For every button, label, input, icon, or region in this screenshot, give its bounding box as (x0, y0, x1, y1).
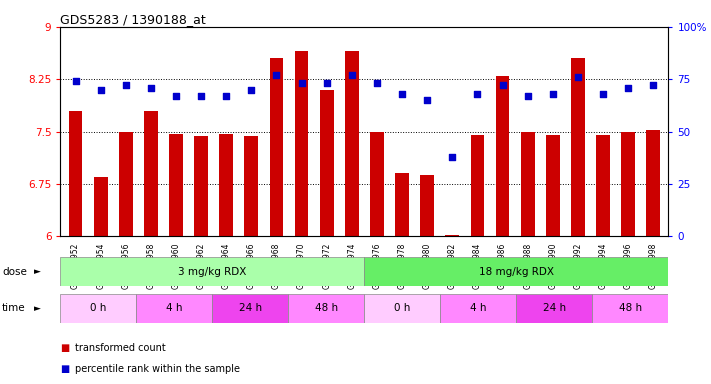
Text: ■: ■ (60, 343, 70, 353)
Text: 48 h: 48 h (619, 303, 642, 313)
Point (95, 87, 107, 93)
Bar (68, 111, 82, 236)
Text: 24 h: 24 h (239, 303, 262, 313)
Text: percentile rank within the sample: percentile rank within the sample (75, 364, 240, 374)
Point (447, 154, 458, 160)
Text: 0 h: 0 h (90, 303, 107, 313)
Text: GDS5283 / 1390188_at: GDS5283 / 1390188_at (60, 13, 206, 26)
Point (547, 91, 558, 97)
Point (271, 72, 282, 78)
Point (371, 80, 383, 86)
Point (120, 83, 132, 89)
Bar (289, 294, 364, 323)
Text: 4 h: 4 h (166, 303, 183, 313)
Point (246, 87, 257, 93)
Bar (571, 58, 585, 236)
Point (396, 91, 407, 97)
Bar (592, 294, 668, 323)
Bar (420, 175, 434, 236)
Text: 4 h: 4 h (470, 303, 486, 313)
Bar (364, 257, 668, 286)
Bar (137, 294, 213, 323)
Point (196, 93, 207, 99)
Text: ►: ► (34, 267, 41, 276)
Bar (94, 177, 107, 236)
Bar (60, 294, 137, 323)
Text: time: time (2, 303, 26, 313)
Bar (520, 132, 535, 236)
Bar (294, 51, 309, 236)
Bar (169, 134, 183, 236)
Point (471, 91, 483, 97)
Bar (245, 136, 258, 236)
Bar (269, 58, 284, 236)
Point (648, 83, 659, 89)
Bar (596, 135, 610, 236)
Bar (546, 135, 560, 236)
Bar (364, 294, 440, 323)
Point (622, 84, 634, 91)
Point (70, 78, 81, 84)
Point (145, 84, 156, 91)
Bar (621, 132, 635, 236)
Bar (119, 132, 133, 236)
Text: 18 mg/kg RDX: 18 mg/kg RDX (479, 266, 554, 277)
Point (522, 93, 533, 99)
Bar (471, 135, 484, 236)
Point (597, 91, 609, 97)
Text: transformed count: transformed count (75, 343, 166, 353)
Point (346, 72, 358, 78)
Text: 0 h: 0 h (394, 303, 410, 313)
Text: ►: ► (34, 304, 41, 313)
Bar (60, 257, 364, 286)
Text: ■: ■ (60, 364, 70, 374)
Bar (445, 235, 459, 236)
Bar (345, 51, 359, 236)
Bar (496, 76, 510, 236)
Point (497, 83, 508, 89)
Point (422, 97, 433, 103)
Point (171, 93, 182, 99)
Text: 24 h: 24 h (542, 303, 566, 313)
Point (321, 80, 333, 86)
Bar (516, 294, 592, 323)
Bar (440, 294, 516, 323)
Text: dose: dose (2, 266, 27, 277)
Text: 3 mg/kg RDX: 3 mg/kg RDX (178, 266, 247, 277)
Point (572, 74, 584, 80)
Bar (370, 132, 384, 236)
Point (220, 93, 232, 99)
Text: 48 h: 48 h (315, 303, 338, 313)
Bar (320, 90, 333, 236)
Bar (213, 294, 289, 323)
Bar (219, 134, 233, 236)
Bar (144, 111, 158, 236)
Bar (194, 136, 208, 236)
Point (296, 80, 307, 86)
Bar (395, 174, 409, 236)
Bar (646, 130, 661, 236)
